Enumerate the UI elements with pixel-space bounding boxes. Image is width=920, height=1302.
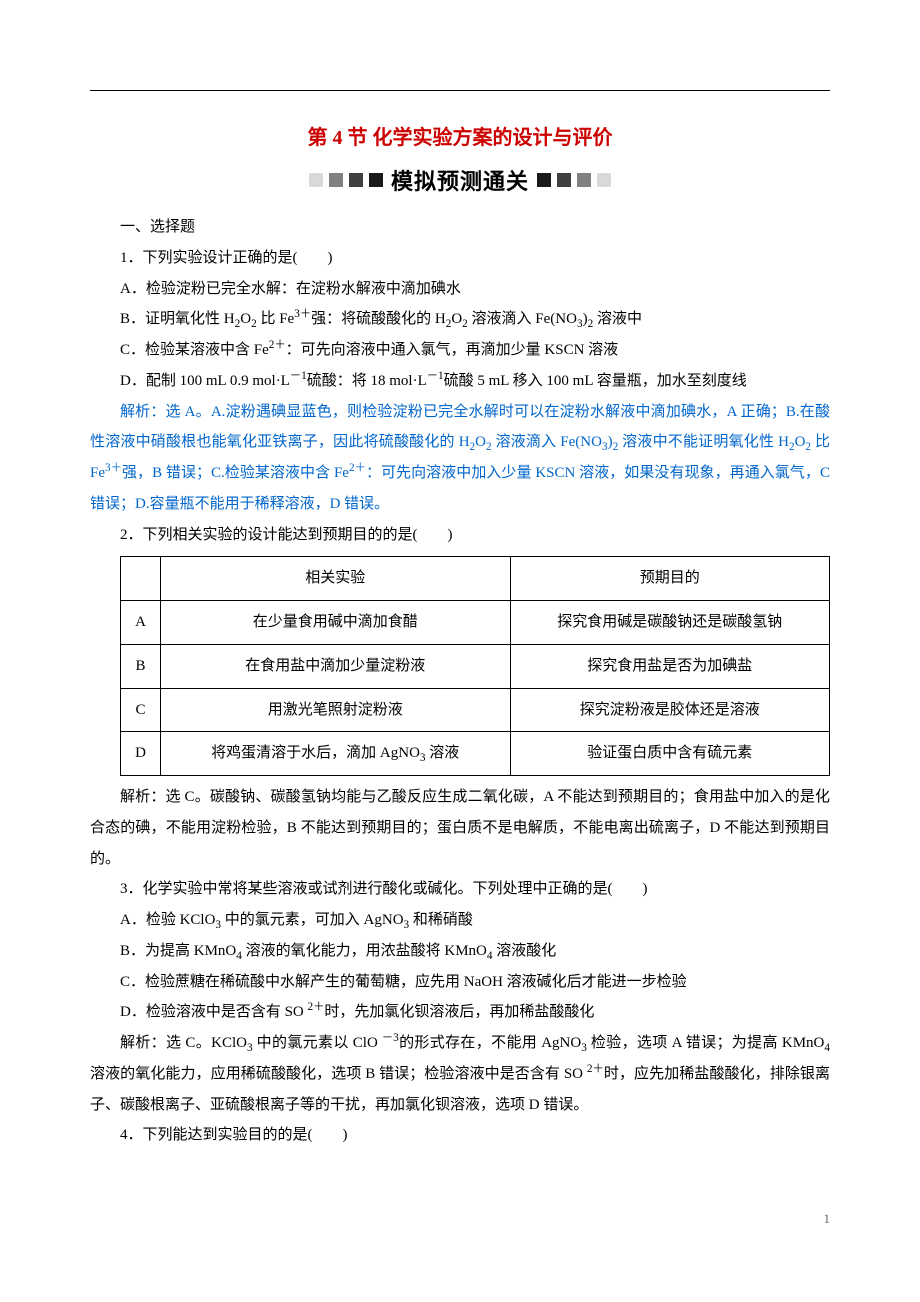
square-deco-icon bbox=[537, 173, 551, 187]
table-cell: 在食用盐中滴加少量淀粉液 bbox=[161, 644, 511, 688]
table-row: B 在食用盐中滴加少量淀粉液 探究食用盐是否为加碘盐 bbox=[121, 644, 830, 688]
q1-option-b: B．证明氧化性 H2O2 比 Fe3＋强：将硫酸酸化的 H2O2 溶液滴入 Fe… bbox=[90, 304, 830, 335]
text: 检验，选项 A 错误；为提高 KMnO bbox=[587, 1035, 825, 1051]
text: 强：将硫酸酸化的 H bbox=[311, 311, 446, 327]
q1-option-c: C．检验某溶液中含 Fe2＋：可先向溶液中通入氯气，再滴加少量 KSCN 溶液 bbox=[90, 335, 830, 366]
text: ：可先向溶液中通入氯气，再滴加少量 KSCN 溶液 bbox=[286, 342, 619, 358]
text: 比 Fe bbox=[257, 311, 295, 327]
text: 将鸡蛋清溶于水后，滴加 AgNO bbox=[211, 745, 420, 761]
q3-stem: 3．化学实验中常将某些溶液或试剂进行酸化或碱化。下列处理中正确的是( ) bbox=[90, 874, 830, 905]
square-deco-icon bbox=[557, 173, 571, 187]
table-cell: B bbox=[121, 644, 161, 688]
table-cell: 将鸡蛋清溶于水后，滴加 AgNO3 溶液 bbox=[161, 732, 511, 776]
text: 时，先加氯化钡溶液后，再加稀盐酸酸化 bbox=[324, 1004, 594, 1020]
square-deco-icon bbox=[369, 173, 383, 187]
table-cell bbox=[121, 557, 161, 601]
table-row: A 在少量食用碱中滴加食醋 探究食用碱是碳酸钠还是碳酸氢钠 bbox=[121, 601, 830, 645]
q3-option-d: D．检验溶液中是否含有 SO 2＋时，先加氯化钡溶液后，再加稀盐酸酸化 bbox=[90, 997, 830, 1028]
text: 和稀硝酸 bbox=[409, 912, 473, 928]
table-cell: C bbox=[121, 688, 161, 732]
table-header: 相关实验 bbox=[161, 557, 511, 601]
text: 溶液 bbox=[426, 745, 460, 761]
text: 硫酸 5 mL 移入 100 mL 容量瓶，加水至刻度线 bbox=[444, 373, 747, 389]
table-cell: A bbox=[121, 601, 161, 645]
main-title: 第 4 节 化学实验方案的设计与评价 bbox=[90, 121, 830, 150]
text: 溶液中不能证明氧化性 H bbox=[618, 434, 789, 450]
q2-stem: 2．下列相关实验的设计能达到预期目的的是( ) bbox=[90, 520, 830, 551]
table-cell: 验证蛋白质中含有硫元素 bbox=[510, 732, 830, 776]
text: 强，B 错误；C.检验某溶液中含 Fe bbox=[122, 465, 349, 481]
table-row: D 将鸡蛋清溶于水后，滴加 AgNO3 溶液 验证蛋白质中含有硫元素 bbox=[121, 732, 830, 776]
text: D．配制 100 mL 0.9 mol·L bbox=[120, 373, 290, 389]
square-deco-icon bbox=[597, 173, 611, 187]
page-number: 1 bbox=[90, 1211, 830, 1227]
subtitle-text: 模拟预测通关 bbox=[389, 164, 531, 196]
table-header-row: 相关实验 预期目的 bbox=[121, 557, 830, 601]
text: 溶液滴入 Fe(NO bbox=[492, 434, 602, 450]
text: A．检验 KClO bbox=[120, 912, 215, 928]
q1-option-a: A．检验淀粉已完全水解：在淀粉水解液中滴加碘水 bbox=[90, 274, 830, 305]
square-deco-icon bbox=[329, 173, 343, 187]
text: 溶液酸化 bbox=[493, 943, 557, 959]
text: 的形式存在，不能用 AgNO bbox=[399, 1035, 581, 1051]
text: 溶液中 bbox=[593, 311, 642, 327]
text: 解析：选 C。KClO bbox=[120, 1035, 247, 1051]
table-cell: 用激光笔照射淀粉液 bbox=[161, 688, 511, 732]
table-header: 预期目的 bbox=[510, 557, 830, 601]
text: 溶液的氧化能力，应用稀硫酸酸化，选项 B 错误；检验溶液中是否含有 SO bbox=[90, 1066, 587, 1082]
table-cell: D bbox=[121, 732, 161, 776]
q2-analysis: 解析：选 C。碳酸钠、碳酸氢钠均能与乙酸反应生成二氧化碳，A 不能达到预期目的；… bbox=[90, 782, 830, 874]
subtitle-row: 模拟预测通关 bbox=[90, 164, 830, 196]
q3-analysis: 解析：选 C。KClO3 中的氯元素以 ClO －3的形式存在，不能用 AgNO… bbox=[90, 1028, 830, 1120]
table-cell: 在少量食用碱中滴加食醋 bbox=[161, 601, 511, 645]
section-heading: 一、选择题 bbox=[90, 212, 830, 243]
text: 中的氯元素以 ClO bbox=[253, 1035, 382, 1051]
text: B．证明氧化性 H bbox=[120, 311, 235, 327]
text: C．检验某溶液中含 Fe bbox=[120, 342, 269, 358]
top-rule bbox=[90, 90, 830, 91]
table-cell: 探究食用碱是碳酸钠还是碳酸氢钠 bbox=[510, 601, 830, 645]
q3-option-a: A．检验 KClO3 中的氯元素，可加入 AgNO3 和稀硝酸 bbox=[90, 905, 830, 936]
text: D．检验溶液中是否含有 SO bbox=[120, 1004, 308, 1020]
text: B．为提高 KMnO bbox=[120, 943, 236, 959]
q4-stem: 4．下列能达到实验目的的是( ) bbox=[90, 1120, 830, 1151]
q1-stem: 1．下列实验设计正确的是( ) bbox=[90, 243, 830, 274]
table-cell: 探究食用盐是否为加碘盐 bbox=[510, 644, 830, 688]
q2-table: 相关实验 预期目的 A 在少量食用碱中滴加食醋 探究食用碱是碳酸钠还是碳酸氢钠 … bbox=[120, 556, 830, 776]
square-deco-icon bbox=[349, 173, 363, 187]
text: 硫酸：将 18 mol·L bbox=[307, 373, 427, 389]
square-deco-icon bbox=[309, 173, 323, 187]
text: 中的氯元素，可加入 AgNO bbox=[221, 912, 404, 928]
q1-option-d: D．配制 100 mL 0.9 mol·L－1硫酸：将 18 mol·L－1硫酸… bbox=[90, 366, 830, 397]
square-deco-icon bbox=[577, 173, 591, 187]
q3-option-c: C．检验蔗糖在稀硫酸中水解产生的葡萄糖，应先用 NaOH 溶液碱化后才能进一步检… bbox=[90, 967, 830, 998]
table-cell: 探究淀粉液是胶体还是溶液 bbox=[510, 688, 830, 732]
q3-option-b: B．为提高 KMnO4 溶液的氧化能力，用浓盐酸将 KMnO4 溶液酸化 bbox=[90, 936, 830, 967]
text: 溶液的氧化能力，用浓盐酸将 KMnO bbox=[242, 943, 487, 959]
text: 溶液滴入 Fe(NO bbox=[468, 311, 577, 327]
q1-analysis: 解析：选 A。A.淀粉遇碘显蓝色，则检验淀粉已完全水解时可以在淀粉水解液中滴加碘… bbox=[90, 397, 830, 520]
table-row: C 用激光笔照射淀粉液 探究淀粉液是胶体还是溶液 bbox=[121, 688, 830, 732]
